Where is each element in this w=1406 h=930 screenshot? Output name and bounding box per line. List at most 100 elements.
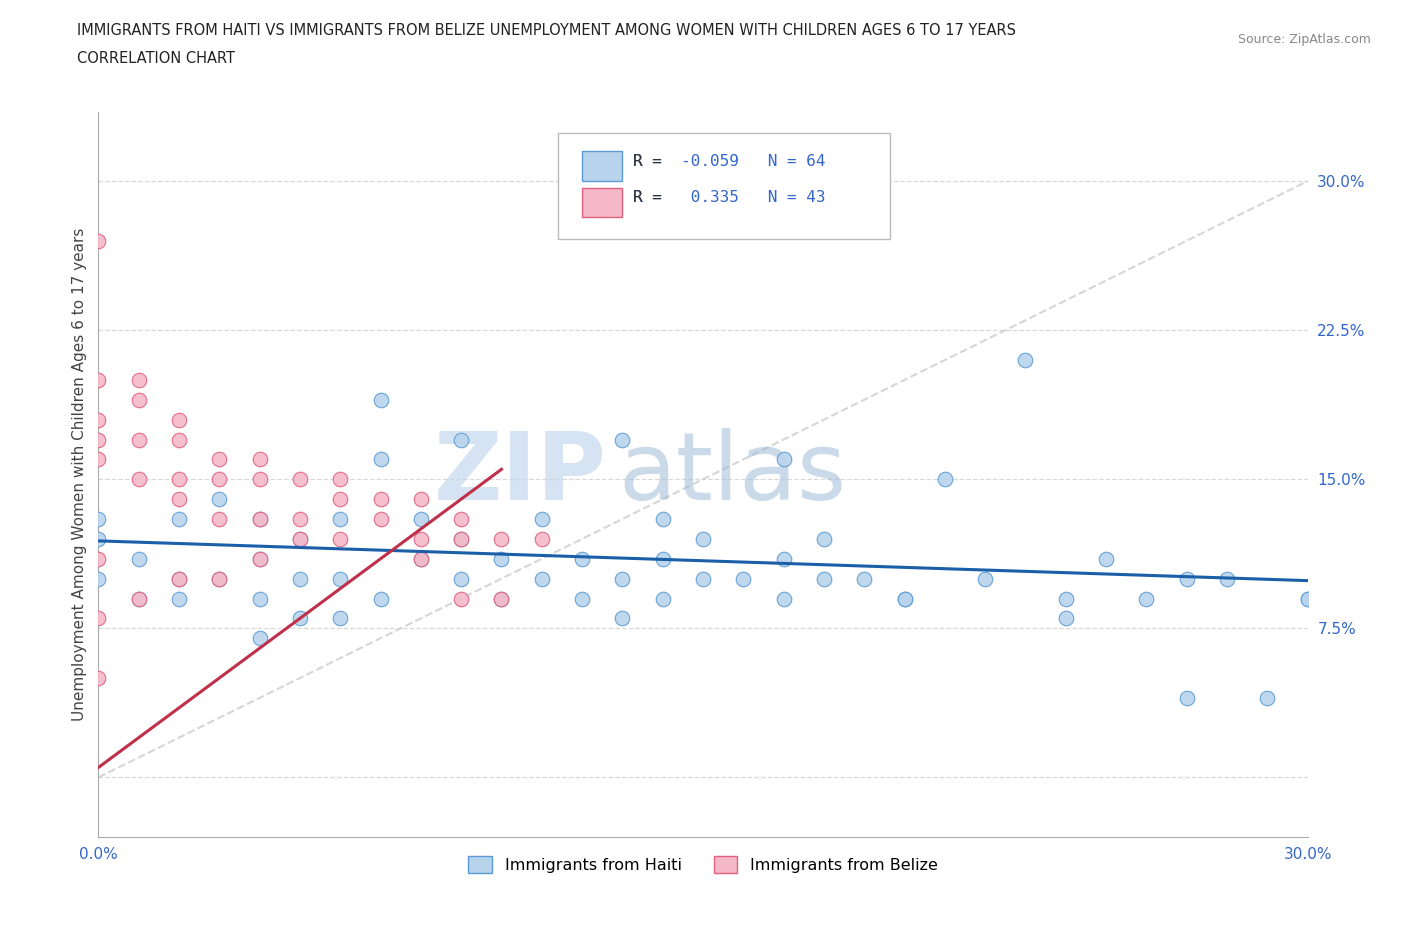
Point (249, 512, 271, 526)
Legend: Immigrants from Haiti, Immigrants from Belize: Immigrants from Haiti, Immigrants from B… (461, 850, 945, 880)
Point (651, 591, 673, 606)
Text: Source: ZipAtlas.com: Source: ZipAtlas.com (1237, 33, 1371, 46)
Point (571, 551, 593, 566)
Point (571, 591, 593, 606)
Point (893, 591, 915, 606)
Point (491, 551, 513, 566)
Point (409, 531, 432, 546)
Point (87, 671, 110, 685)
Point (208, 472, 231, 486)
Point (288, 531, 311, 546)
Point (1135, 591, 1157, 606)
Y-axis label: Unemployment Among Women with Children Ages 6 to 17 years: Unemployment Among Women with Children A… (72, 228, 87, 721)
Point (128, 591, 150, 606)
Point (128, 372, 150, 387)
FancyBboxPatch shape (582, 188, 621, 217)
Text: ZIP: ZIP (433, 429, 606, 520)
Point (491, 591, 513, 606)
Point (329, 512, 352, 526)
Point (167, 571, 190, 586)
Point (450, 512, 472, 526)
Point (370, 512, 392, 526)
Point (249, 452, 271, 467)
Point (893, 591, 915, 606)
Point (329, 531, 352, 546)
Point (1296, 591, 1319, 606)
Point (772, 591, 794, 606)
Point (288, 512, 311, 526)
Point (128, 392, 150, 407)
Point (167, 472, 190, 486)
Point (87, 432, 110, 447)
Point (167, 571, 190, 586)
Point (934, 472, 956, 486)
Point (1175, 690, 1198, 705)
Point (450, 531, 472, 546)
Point (450, 531, 472, 546)
Point (128, 551, 150, 566)
Point (167, 412, 190, 427)
Point (733, 571, 755, 586)
Point (1054, 591, 1077, 606)
Point (612, 432, 634, 447)
Point (167, 432, 190, 447)
FancyBboxPatch shape (558, 133, 890, 239)
Point (974, 571, 997, 586)
Point (87, 512, 110, 526)
Point (409, 492, 432, 507)
Point (128, 472, 150, 486)
Point (772, 452, 794, 467)
Point (1054, 611, 1077, 626)
Point (208, 492, 231, 507)
Point (370, 591, 392, 606)
Point (87, 372, 110, 387)
Point (249, 551, 271, 566)
Point (87, 412, 110, 427)
Point (1175, 571, 1198, 586)
Point (612, 571, 634, 586)
Point (1296, 591, 1319, 606)
Point (87, 551, 110, 566)
Text: atlas: atlas (619, 429, 846, 520)
Point (1095, 551, 1118, 566)
Point (1256, 690, 1278, 705)
Point (87, 611, 110, 626)
Point (208, 571, 231, 586)
Point (530, 531, 553, 546)
Text: R =: R = (633, 153, 672, 168)
Text: R =  -0.059   N = 64: R = -0.059 N = 64 (633, 153, 825, 168)
Point (651, 551, 673, 566)
Point (692, 571, 714, 586)
FancyBboxPatch shape (582, 152, 621, 180)
Text: R =   0.335   N = 43: R = 0.335 N = 43 (633, 190, 825, 205)
Point (208, 512, 231, 526)
Point (772, 551, 794, 566)
Point (409, 551, 432, 566)
Point (409, 551, 432, 566)
Text: CORRELATION CHART: CORRELATION CHART (77, 51, 235, 66)
Point (288, 611, 311, 626)
Point (651, 512, 673, 526)
Point (167, 591, 190, 606)
Point (1014, 352, 1036, 367)
Point (329, 492, 352, 507)
Point (249, 551, 271, 566)
Point (249, 631, 271, 645)
Point (249, 591, 271, 606)
Point (370, 392, 392, 407)
Point (329, 571, 352, 586)
Point (87, 571, 110, 586)
Point (329, 611, 352, 626)
Point (288, 472, 311, 486)
Point (491, 531, 513, 546)
Point (491, 591, 513, 606)
Text: R =: R = (633, 190, 672, 205)
Point (813, 571, 835, 586)
Point (128, 591, 150, 606)
Point (450, 432, 472, 447)
Point (409, 512, 432, 526)
Text: IMMIGRANTS FROM HAITI VS IMMIGRANTS FROM BELIZE UNEMPLOYMENT AMONG WOMEN WITH CH: IMMIGRANTS FROM HAITI VS IMMIGRANTS FROM… (77, 23, 1017, 38)
Point (530, 512, 553, 526)
Point (288, 531, 311, 546)
Point (612, 611, 634, 626)
